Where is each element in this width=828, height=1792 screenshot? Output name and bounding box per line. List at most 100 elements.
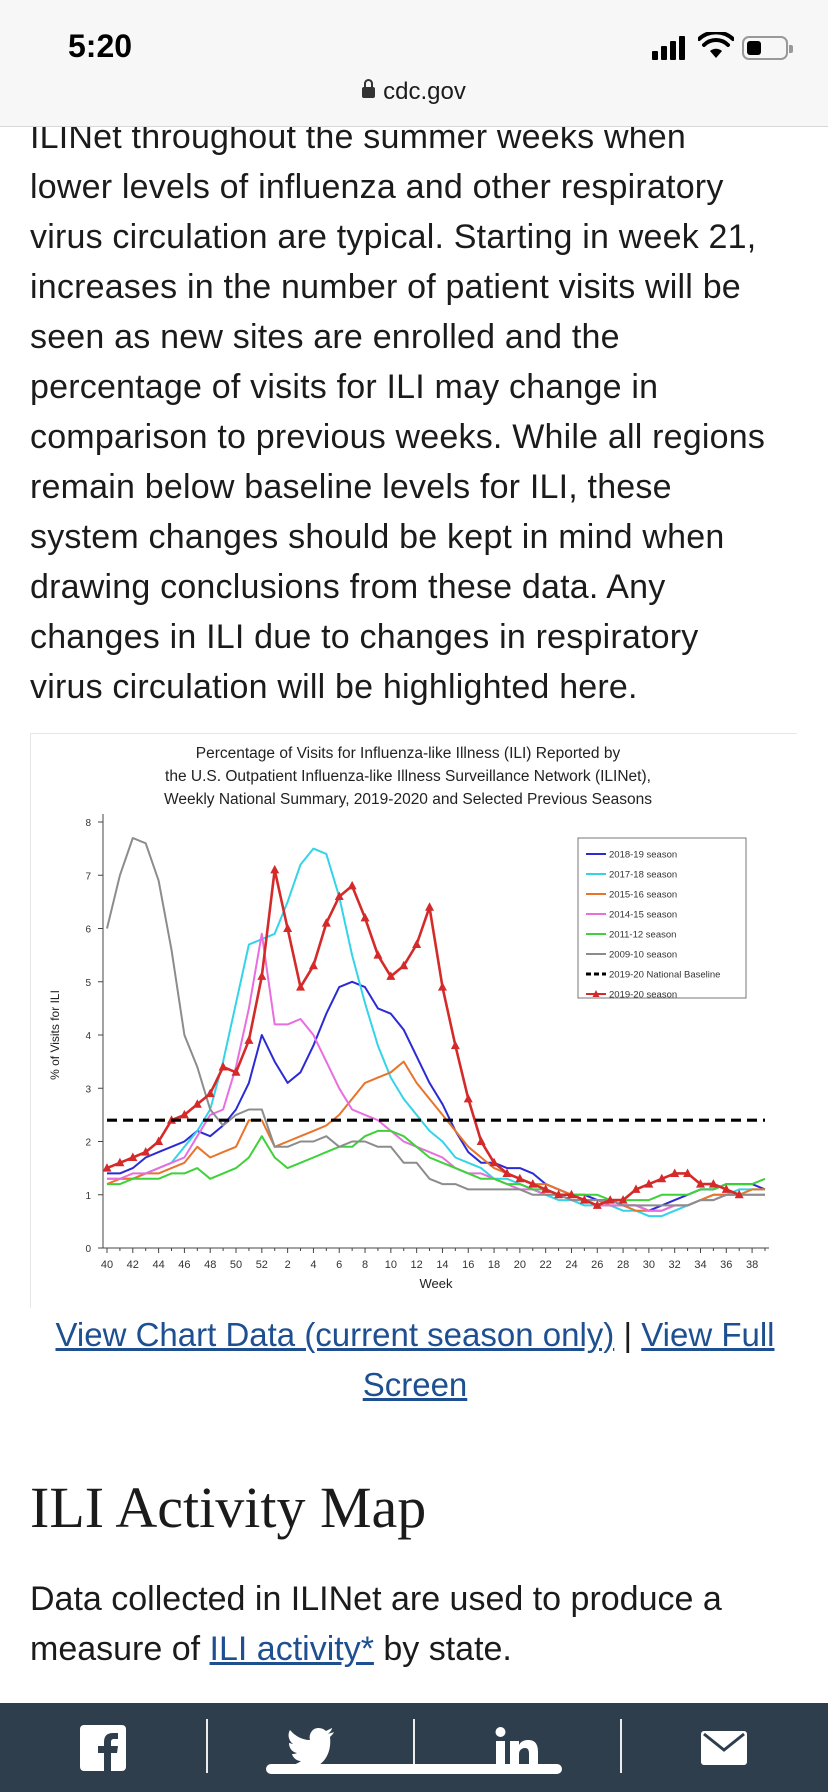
x-axis-label: Week bbox=[420, 1276, 453, 1291]
series-marker bbox=[257, 971, 267, 980]
series-marker bbox=[450, 1040, 460, 1050]
legend-label: 2018-19 season bbox=[609, 850, 677, 861]
y-tick-label: 0 bbox=[85, 1244, 91, 1255]
series-marker bbox=[283, 923, 293, 932]
chart-title-line: Percentage of Visits for Influenza-like … bbox=[196, 745, 621, 762]
share-bar bbox=[0, 1703, 828, 1792]
series-marker bbox=[592, 1200, 602, 1209]
x-tick-label: 30 bbox=[643, 1259, 655, 1271]
x-tick-label: 12 bbox=[411, 1259, 423, 1271]
paragraph-line: lower levels of influenza and other resp… bbox=[30, 168, 724, 206]
ili-chart: Percentage of Visits for Influenza-like … bbox=[30, 733, 797, 1308]
section-description: Data collected in ILINet are used to pro… bbox=[30, 1574, 800, 1674]
y-tick-label: 1 bbox=[85, 1191, 91, 1202]
y-tick-label: 7 bbox=[85, 871, 91, 882]
series-marker bbox=[373, 950, 383, 959]
series-marker bbox=[334, 891, 344, 901]
body-paragraph: ILINet throughout the summer weeks when l… bbox=[30, 112, 800, 712]
share-facebook[interactable] bbox=[0, 1703, 207, 1792]
x-tick-label: 48 bbox=[204, 1259, 216, 1271]
y-axis-label: % of Visits for ILI bbox=[48, 990, 62, 1080]
series-marker bbox=[657, 1173, 667, 1183]
series-marker bbox=[695, 1179, 705, 1188]
series-marker bbox=[721, 1184, 731, 1193]
paragraph-line: remain below baseline levels for ILI, th… bbox=[30, 468, 672, 506]
x-tick-label: 20 bbox=[514, 1259, 526, 1271]
battery-icon bbox=[742, 36, 793, 60]
series-marker bbox=[192, 1099, 202, 1108]
series-marker bbox=[644, 1179, 654, 1188]
view-chart-data-link[interactable]: View Chart Data (current season only) bbox=[55, 1316, 615, 1353]
x-tick-label: 22 bbox=[540, 1259, 552, 1271]
x-tick-label: 10 bbox=[385, 1259, 397, 1271]
series-line bbox=[107, 1129, 766, 1202]
chart-title-line: the U.S. Outpatient Influenza-like Illne… bbox=[165, 768, 651, 785]
share-linkedin[interactable] bbox=[414, 1703, 621, 1792]
series-marker bbox=[296, 982, 306, 991]
y-tick-label: 4 bbox=[85, 1031, 91, 1042]
x-tick-label: 26 bbox=[591, 1259, 603, 1271]
series-marker bbox=[605, 1195, 615, 1204]
y-tick-label: 8 bbox=[85, 818, 91, 829]
series-marker bbox=[244, 1035, 254, 1044]
lock-icon bbox=[362, 79, 376, 98]
x-tick-label: 50 bbox=[230, 1259, 242, 1271]
home-indicator[interactable] bbox=[266, 1764, 562, 1774]
twitter-icon bbox=[287, 1728, 334, 1767]
paragraph-line: increases in the number of patient visit… bbox=[30, 268, 741, 306]
legend-label: 2019-20 National Baseline bbox=[609, 970, 720, 981]
x-tick-label: 16 bbox=[462, 1259, 474, 1271]
share-twitter[interactable] bbox=[207, 1703, 414, 1792]
series-marker bbox=[670, 1168, 680, 1177]
series-marker bbox=[437, 982, 447, 991]
series-marker bbox=[308, 960, 318, 970]
series-marker bbox=[231, 1067, 241, 1076]
status-time: 5:20 bbox=[68, 28, 133, 64]
chart-links: View Chart Data (current season only) | … bbox=[30, 1310, 800, 1410]
series-marker bbox=[708, 1179, 718, 1188]
series-marker bbox=[399, 960, 409, 970]
x-tick-label: 42 bbox=[127, 1259, 139, 1271]
series-marker bbox=[218, 1061, 228, 1071]
legend-label: 2017-18 season bbox=[609, 870, 677, 881]
paragraph-line: virus circulation are typical. Starting … bbox=[30, 218, 757, 256]
series-marker bbox=[631, 1184, 641, 1193]
legend-marker bbox=[592, 990, 600, 997]
x-tick-label: 4 bbox=[310, 1259, 316, 1271]
x-tick-label: 46 bbox=[178, 1259, 190, 1271]
share-divider bbox=[413, 1719, 415, 1773]
x-tick-label: 6 bbox=[336, 1259, 342, 1271]
cellular-signal-icon bbox=[652, 34, 690, 60]
x-tick-label: 32 bbox=[669, 1259, 681, 1271]
series-marker bbox=[347, 880, 357, 890]
series-line bbox=[106, 837, 765, 1207]
share-email[interactable] bbox=[621, 1703, 828, 1792]
series-marker bbox=[463, 1093, 473, 1103]
ili-activity-link[interactable]: ILI activity* bbox=[209, 1630, 374, 1668]
y-tick-label: 6 bbox=[85, 925, 91, 936]
series-line bbox=[107, 980, 766, 1212]
desc-text-end: by state. bbox=[373, 1630, 512, 1668]
x-tick-label: 24 bbox=[565, 1259, 577, 1271]
linkedin-icon bbox=[495, 1727, 538, 1769]
facebook-icon bbox=[80, 1725, 126, 1771]
y-tick-label: 2 bbox=[85, 1138, 91, 1149]
series-marker bbox=[554, 1189, 564, 1199]
x-tick-label: 40 bbox=[101, 1259, 113, 1271]
x-tick-label: 52 bbox=[256, 1259, 268, 1271]
series-marker bbox=[541, 1184, 551, 1193]
x-tick-label: 18 bbox=[488, 1259, 500, 1271]
url-bar[interactable]: cdc.gov bbox=[0, 78, 828, 106]
legend-label: 2019-20 season bbox=[609, 990, 677, 1001]
x-tick-label: 38 bbox=[746, 1259, 758, 1271]
legend-label: 2015-16 season bbox=[609, 890, 677, 901]
series-marker bbox=[128, 1152, 138, 1161]
paragraph-line: seen as new sites are enrolled and the bbox=[30, 318, 620, 356]
series-marker bbox=[515, 1173, 525, 1183]
view-full-screen-link[interactable]: View Full Screen bbox=[362, 1316, 775, 1403]
series-marker bbox=[412, 939, 422, 948]
series-marker bbox=[205, 1088, 215, 1098]
series-marker bbox=[179, 1109, 189, 1119]
series-marker bbox=[102, 1163, 112, 1172]
x-tick-label: 34 bbox=[694, 1259, 706, 1271]
